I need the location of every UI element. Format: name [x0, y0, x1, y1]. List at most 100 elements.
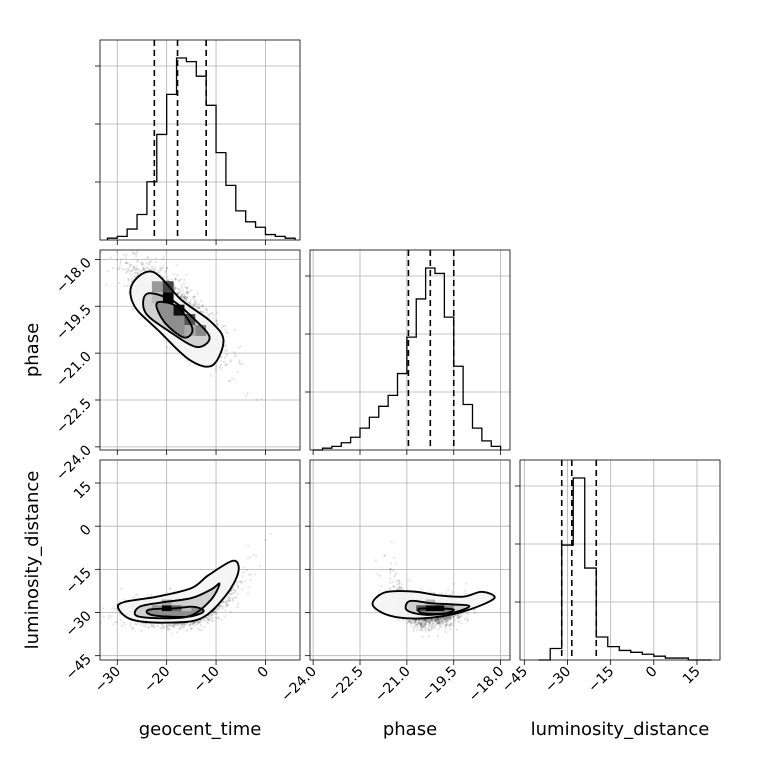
scatter-geocent-time-vs-luminosity-distance-point	[150, 593, 153, 597]
scatter-geocent-time-vs-phase-point	[225, 354, 228, 357]
scatter-geocent-time-vs-phase-point	[183, 297, 186, 300]
scatter-phase-vs-luminosity-distance-point	[444, 618, 447, 622]
scatter-phase-vs-luminosity-distance-point	[447, 615, 450, 619]
hist-geocent-time-frame	[99, 39, 301, 241]
scatter-geocent-time-vs-phase-point	[133, 275, 136, 278]
scatter-geocent-time-vs-phase-point	[149, 260, 152, 263]
scatter-geocent-time-vs-phase-point	[225, 331, 228, 334]
scatter-geocent-time-vs-luminosity-distance-point	[192, 621, 195, 625]
scatter-phase-vs-luminosity-distance-point	[432, 622, 435, 625]
hist-geocent-time-bin-10	[206, 105, 216, 240]
scatter-phase-vs-luminosity-distance-point	[412, 626, 415, 629]
scatter-geocent-time-vs-luminosity-distance-point	[236, 585, 240, 588]
scatter-geocent-time-vs-luminosity-distance-point	[142, 622, 145, 625]
scatter-geocent-time-vs-phase-point	[130, 233, 132, 235]
scatter-geocent-time-vs-luminosity-distance-point	[258, 565, 262, 568]
scatter-geocent-time-vs-phase-point	[116, 258, 119, 261]
hist-geocent-time-bin-8	[186, 62, 196, 240]
hist-geocent-time-bin-4	[147, 182, 157, 240]
scatter-geocent-time-vs-luminosity-distance-point	[185, 622, 188, 626]
scatter-geocent-time-vs-phase-point	[177, 291, 180, 294]
scatter-geocent-time-vs-luminosity-distance-point	[96, 601, 98, 603]
scatter-geocent-time-vs-phase-point	[184, 296, 187, 299]
scatter-phase-vs-luminosity-distance-point	[429, 629, 433, 632]
hist-phase-bin-9	[398, 374, 407, 450]
scatter-phase-vs-luminosity-distance-point	[430, 618, 433, 621]
hist-phase-bin-4	[351, 437, 360, 450]
hist-geocent-time-bin-9	[196, 76, 206, 240]
scatter-phase-vs-luminosity-distance-point	[437, 628, 440, 631]
scatter-geocent-time-vs-phase-ytick-label-3: −19.5	[53, 302, 95, 344]
scatter-geocent-time-vs-phase-point	[150, 265, 153, 268]
scatter-geocent-time-vs-luminosity-distance-point	[196, 622, 199, 625]
scatter-geocent-time-vs-phase-point	[118, 281, 121, 284]
scatter-phase-vs-luminosity-distance-point	[448, 623, 451, 626]
scatter-phase-vs-luminosity-distance-point	[443, 618, 446, 621]
scatter-geocent-time-vs-phase-point	[234, 328, 237, 332]
scatter-phase-vs-luminosity-distance-point	[418, 621, 421, 624]
scatter-geocent-time-vs-phase-point	[183, 293, 186, 296]
scatter-geocent-time-vs-luminosity-distance-point	[186, 622, 189, 625]
scatter-geocent-time-vs-luminosity-distance-point	[191, 622, 194, 626]
scatter-geocent-time-vs-phase-density-bin-7	[151, 292, 163, 304]
scatter-geocent-time-vs-luminosity-distance-point	[247, 545, 250, 548]
scatter-geocent-time-vs-phase-point	[136, 267, 140, 270]
scatter-geocent-time-vs-phase-point	[177, 292, 180, 295]
scatter-geocent-time-vs-phase-point	[188, 301, 191, 304]
scatter-geocent-time-vs-phase-point	[139, 270, 142, 273]
scatter-geocent-time-vs-phase-point	[130, 279, 134, 282]
scatter-geocent-time-vs-phase-point	[189, 362, 192, 365]
scatter-geocent-time-vs-luminosity-distance-point	[198, 629, 201, 632]
scatter-geocent-time-vs-phase-point	[142, 267, 145, 270]
scatter-geocent-time-vs-phase-point	[214, 368, 217, 371]
scatter-geocent-time-vs-luminosity-distance-point	[173, 625, 176, 629]
scatter-geocent-time-vs-phase-point	[226, 331, 229, 335]
scatter-phase-vs-luminosity-distance-point	[438, 618, 441, 621]
scatter-phase-vs-luminosity-distance-point	[389, 577, 392, 580]
scatter-geocent-time-vs-luminosity-distance-ytick-label-4: 15	[71, 479, 95, 503]
scatter-geocent-time-vs-luminosity-distance-point	[213, 611, 216, 614]
hist-phase-bin-15	[454, 366, 463, 450]
scatter-phase-vs-luminosity-distance-point	[396, 580, 400, 583]
scatter-geocent-time-vs-phase-point	[241, 362, 244, 365]
scatter-geocent-time-vs-luminosity-distance-ytick-label-2: −15	[63, 565, 95, 597]
scatter-geocent-time-vs-phase-point	[166, 346, 169, 349]
scatter-geocent-time-vs-luminosity-distance-point	[182, 625, 185, 628]
scatter-phase-vs-luminosity-distance-point	[428, 625, 431, 628]
scatter-geocent-time-vs-phase-point	[186, 291, 190, 294]
scatter-phase-vs-luminosity-distance-point	[451, 622, 454, 625]
scatter-geocent-time-vs-luminosity-distance-point	[166, 625, 169, 629]
scatter-geocent-time-vs-luminosity-distance-point	[227, 599, 231, 602]
scatter-geocent-time-vs-phase-point	[166, 266, 169, 269]
scatter-geocent-time-vs-phase-point	[148, 268, 151, 271]
scatter-phase-vs-luminosity-distance-point	[420, 588, 423, 591]
hist-phase-bin-6	[369, 417, 378, 450]
scatter-geocent-time-vs-phase-point	[163, 276, 166, 279]
scatter-geocent-time-vs-phase-point	[128, 284, 131, 287]
scatter-phase-vs-luminosity-distance-point	[428, 620, 431, 624]
scatter-geocent-time-vs-phase-point	[146, 267, 149, 270]
scatter-phase-vs-luminosity-distance-point	[419, 629, 422, 632]
scatter-geocent-time-vs-phase-point	[125, 253, 128, 256]
scatter-geocent-time-vs-luminosity-distance-point	[112, 623, 115, 626]
scatter-geocent-time-vs-luminosity-distance-point	[264, 539, 267, 542]
scatter-geocent-time-vs-luminosity-distance-point	[131, 627, 135, 630]
scatter-phase-vs-luminosity-distance-point	[398, 585, 401, 589]
scatter-geocent-time-vs-phase-point	[105, 283, 108, 286]
scatter-geocent-time-vs-luminosity-distance-point	[123, 623, 126, 626]
scatter-geocent-time-vs-luminosity-distance-point	[199, 624, 203, 627]
scatter-geocent-time-vs-phase-point	[132, 252, 135, 255]
scatter-geocent-time-vs-luminosity-distance-point	[248, 585, 251, 589]
scatter-geocent-time-vs-luminosity-distance-point	[190, 628, 193, 631]
scatter-phase-vs-luminosity-distance-point	[438, 625, 442, 628]
hist-geocent-time-outline	[106, 57, 296, 240]
scatter-geocent-time-vs-phase-density-bin-6	[184, 325, 196, 336]
scatter-geocent-time-vs-phase-point	[219, 363, 222, 366]
scatter-geocent-time-vs-luminosity-distance-point	[228, 596, 231, 600]
scatter-phase-vs-luminosity-distance-point	[445, 622, 448, 625]
scatter-geocent-time-vs-phase-point	[131, 269, 134, 272]
scatter-phase-vs-luminosity-distance-point	[427, 619, 430, 622]
scatter-phase-vs-luminosity-distance-point	[429, 620, 432, 623]
scatter-phase-vs-luminosity-distance-point	[436, 622, 439, 625]
scatter-geocent-time-vs-luminosity-distance-point	[146, 594, 150, 598]
